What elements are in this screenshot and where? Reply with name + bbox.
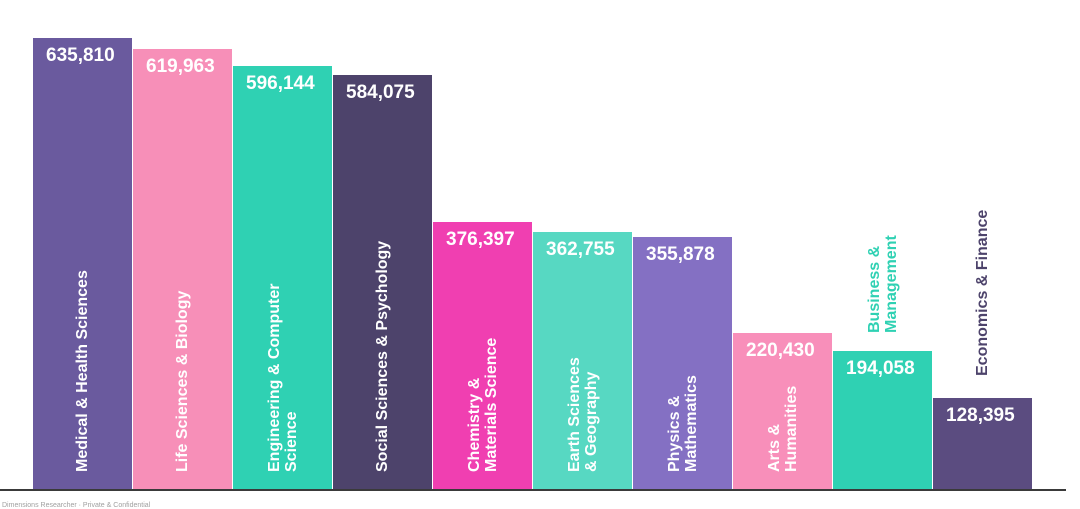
bar-5 — [533, 232, 632, 489]
bar-0 — [33, 38, 132, 489]
category-label-9-line-0: Economics & Finance — [974, 209, 991, 376]
category-label-4-line-1: Materials Science — [483, 337, 500, 472]
category-label-6-line-1: Mathematics — [683, 375, 700, 472]
bar-3 — [333, 75, 432, 489]
category-label-8-line-0: Business & — [866, 245, 883, 333]
value-label-1: 619,963 — [146, 56, 215, 77]
value-label-2: 596,144 — [246, 73, 315, 94]
value-label-0: 635,810 — [46, 45, 115, 66]
category-label-2: Engineering & Computer Science — [266, 284, 300, 472]
category-label-5-line-1: & Geography — [583, 371, 600, 472]
category-label-2-line-1: Science — [283, 411, 300, 472]
x-axis-baseline — [0, 489, 1066, 491]
value-label-5: 362,755 — [546, 239, 615, 260]
category-label-7: Arts & Humanities — [766, 386, 800, 472]
category-label-5: Earth Sciences & Geography — [566, 357, 600, 472]
category-label-3-line-0: Social Sciences & Psychology — [374, 240, 391, 472]
value-label-8: 194,058 — [846, 358, 915, 379]
value-label-4: 376,397 — [446, 229, 515, 250]
category-label-1: Life Sciences & Biology — [174, 291, 191, 472]
bar-8 — [833, 351, 932, 489]
category-label-8-line-1: Management — [883, 235, 900, 333]
category-label-5-line-0: Earth Sciences — [566, 357, 583, 472]
value-label-7: 220,430 — [746, 340, 815, 361]
category-label-7-line-0: Arts & — [766, 423, 783, 472]
category-label-4-line-0: Chemistry & — [466, 377, 483, 472]
category-label-3: Social Sciences & Psychology — [374, 241, 391, 472]
value-label-3: 584,075 — [346, 82, 415, 103]
category-label-9: Economics & Finance — [974, 210, 991, 376]
bar-1 — [133, 49, 232, 489]
value-label-6: 355,878 — [646, 244, 715, 265]
category-label-2-line-0: Engineering & Computer — [266, 283, 283, 472]
category-label-4: Chemistry & Materials Science — [466, 338, 500, 472]
category-label-7-line-1: Humanities — [783, 385, 800, 472]
bar-4 — [433, 222, 532, 489]
category-label-8: Business & Management — [866, 235, 900, 333]
category-label-0-line-0: Medical & Health Sciences — [74, 270, 91, 472]
footer-text: Dimensions Researcher · Private & Confid… — [2, 502, 151, 509]
bar-6 — [633, 237, 732, 489]
value-label-9: 128,395 — [946, 405, 1015, 426]
category-label-6-line-0: Physics & — [666, 395, 683, 472]
category-label-1-line-0: Life Sciences & Biology — [174, 290, 191, 472]
bar-9 — [933, 398, 1032, 489]
bar-7 — [733, 333, 832, 489]
category-label-6: Physics & Mathematics — [666, 375, 700, 472]
bar-2 — [233, 66, 332, 489]
category-label-0: Medical & Health Sciences — [74, 270, 91, 472]
